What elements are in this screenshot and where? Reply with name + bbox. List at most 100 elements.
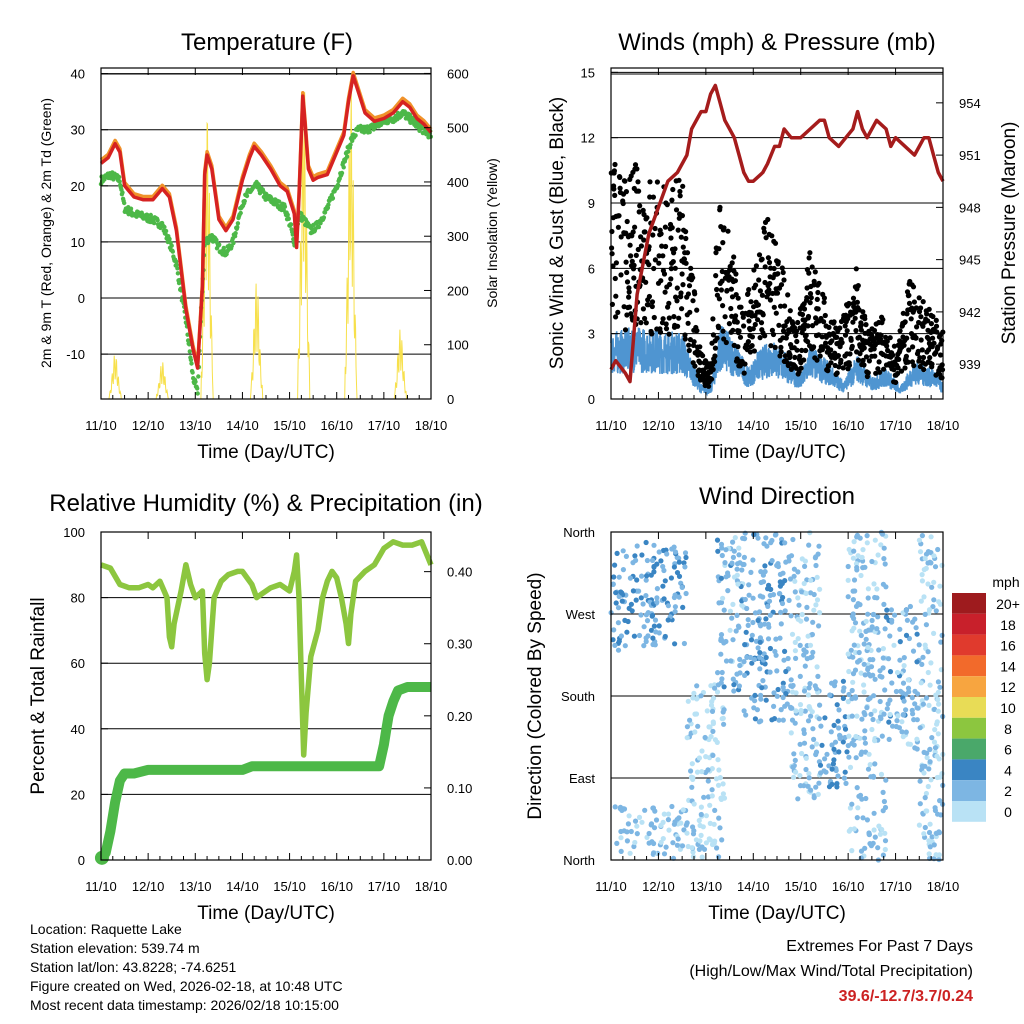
gust-point [939,362,945,368]
direction-point [715,548,721,554]
direction-point [745,617,751,623]
gust-point [708,376,715,382]
direction-point [768,586,774,593]
direction-point [679,843,686,849]
gust-point [687,309,693,315]
direction-point [660,836,666,842]
direction-point [850,654,856,660]
gust-point [782,353,789,359]
direction-point [807,681,813,687]
direction-point [927,746,933,753]
direction-point [916,642,922,648]
y-tick-label: East [569,771,595,786]
gust-point [713,250,719,256]
direction-point [882,626,888,632]
gust-point [849,343,855,349]
direction-point [668,575,675,581]
direction-point [899,719,905,725]
direction-point [872,738,878,744]
gust-point [729,313,735,319]
gust-point [806,255,812,261]
gust-point [692,291,698,297]
legend-swatch [952,634,986,656]
humidity-frame [100,531,432,861]
direction-point [715,670,721,676]
gust-point [902,365,908,371]
direction-point [774,693,780,699]
y-tick-label: 80 [71,591,85,606]
direction-point [750,557,756,563]
direction-point [660,583,666,589]
gust-point [939,375,945,381]
direction-point [818,723,824,729]
gust-point [753,282,759,288]
direction-point [663,844,669,850]
direction-point [842,734,848,741]
gust-point [749,334,756,340]
direction-point [818,770,824,776]
direction-point [835,718,841,724]
gust-point [624,218,630,225]
direction-point [866,831,872,838]
gust-point [752,321,758,328]
direction-point [858,632,864,639]
direction-point [702,734,708,741]
direction-point [792,589,798,595]
direction-point [884,706,890,712]
gust-point [917,363,923,370]
legend-swatch [952,801,986,822]
y2-tick-label: 0.40 [447,565,472,580]
gust-point [903,353,910,359]
temperature-y2label: Solar Insolation (Yellow) [484,158,500,308]
gust-point [782,323,788,329]
gust-point [856,357,862,363]
x-tick-label: 18/10 [927,879,960,894]
direction-point [919,578,926,584]
direction-point [715,782,722,788]
direction-point [832,739,839,745]
gust-point [759,256,765,262]
x-tick-label: 12/10 [642,418,675,433]
gust-point [792,354,798,360]
direction-point [851,577,858,583]
direction-point [742,530,748,536]
direction-point [648,821,655,827]
gust-point [757,288,764,294]
gust-point [808,295,814,301]
direction-point [787,576,794,582]
direction-point [921,594,927,600]
direction-point [792,648,799,654]
direction-point [792,639,798,646]
direction-point [691,801,697,807]
direction-point [868,711,874,717]
x-tick-label: 16/10 [832,418,865,433]
gust-point [916,295,922,301]
gust-point [878,332,884,338]
gust-point [668,235,674,241]
direction-point [716,600,722,606]
dewpoint-point [277,199,282,204]
direction-point [928,777,934,783]
direction-point [731,688,737,694]
direction-point [634,823,640,829]
direction-point [831,757,837,763]
direction-point [848,647,854,653]
direction-point [696,755,703,761]
direction-point [722,560,728,566]
direction-point [656,623,662,629]
direction-point [680,604,686,611]
direction-point [632,818,639,824]
direction-point [870,716,876,723]
direction-point [883,777,889,783]
gust-point [913,305,919,311]
direction-xlabel: Time (Day/UTC) [708,903,846,924]
dewpoint-point [321,215,327,220]
direction-point [851,642,857,648]
direction-point [880,665,886,671]
gust-point [794,338,800,345]
direction-point [858,848,865,854]
gust-point [765,216,771,223]
direction-point [889,617,895,624]
direction-point [850,597,857,603]
direction-point [793,769,799,775]
